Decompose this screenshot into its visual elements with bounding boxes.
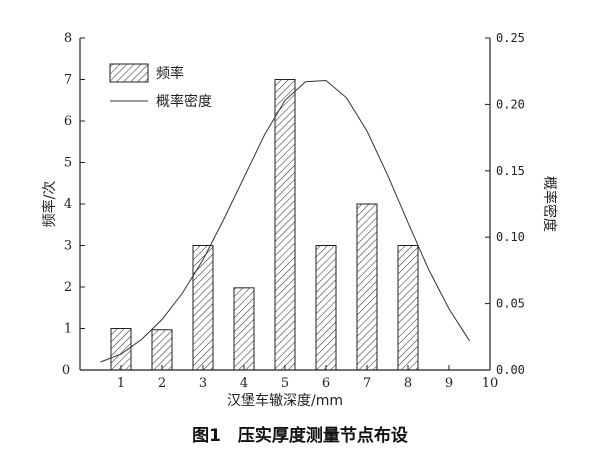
x-tick-label: 3 xyxy=(199,376,207,391)
left-y-ticks: 1 2 3 4 5 6 7 8 xyxy=(64,31,85,371)
figure-caption: 图1 压实厚度测量节点布设 xyxy=(192,425,408,446)
y-tick-label: 1 xyxy=(64,322,72,337)
y-tick-label: 8 xyxy=(64,31,72,46)
y2-tick-label: 0.00 xyxy=(496,363,525,377)
x-tick-label: 10 xyxy=(482,376,499,391)
y-tick-label: 4 xyxy=(64,197,72,212)
bar-5 xyxy=(274,79,296,371)
y-tick-label: 3 xyxy=(64,239,72,254)
x-tick-label: 6 xyxy=(322,376,330,391)
legend-line-label: 概率密度 xyxy=(156,93,212,110)
density-curve xyxy=(100,79,470,363)
bar-4 xyxy=(233,287,255,371)
y-tick-label: 7 xyxy=(64,73,72,88)
origin-label: 0 xyxy=(62,363,70,378)
bar-2 xyxy=(151,329,173,371)
y-tick-label: 2 xyxy=(64,280,72,295)
bar-6 xyxy=(315,245,337,371)
bar-series xyxy=(110,79,419,371)
legend-bar-swatch xyxy=(109,63,149,83)
y2-axis-label: 概率密度 xyxy=(541,176,558,232)
x-tick-label: 5 xyxy=(281,376,289,391)
legend: 频率 概率密度 xyxy=(109,63,212,110)
y2-tick-label: 0.25 xyxy=(496,31,525,45)
y2-tick-label: 0.20 xyxy=(496,97,525,111)
x-tick-label: 8 xyxy=(404,376,412,391)
legend-bar-label: 频率 xyxy=(156,65,184,82)
x-axis-label: 汉堡车辙深度/mm xyxy=(227,392,343,409)
y2-tick-label: 0.10 xyxy=(496,230,525,244)
y-axis-label: 频率/次 xyxy=(41,181,58,228)
y-tick-label: 6 xyxy=(64,114,72,129)
x-tick-label: 7 xyxy=(363,376,371,391)
y-tick-label: 5 xyxy=(64,156,72,171)
bar-8 xyxy=(397,245,419,371)
right-y-ticks: 0.00 0.05 0.10 0.15 0.20 0.25 xyxy=(485,31,525,377)
bar-3 xyxy=(192,245,214,371)
x-tick-label: 4 xyxy=(240,376,248,391)
x-tick-label: 2 xyxy=(158,376,166,391)
y2-tick-label: 0.05 xyxy=(496,297,525,311)
y2-tick-label: 0.15 xyxy=(496,164,525,178)
x-ticks: 1 2 3 4 5 6 7 8 9 10 0 xyxy=(62,363,498,391)
bar-7 xyxy=(356,203,378,371)
x-tick-label: 1 xyxy=(117,376,125,391)
x-tick-label: 9 xyxy=(445,376,453,391)
